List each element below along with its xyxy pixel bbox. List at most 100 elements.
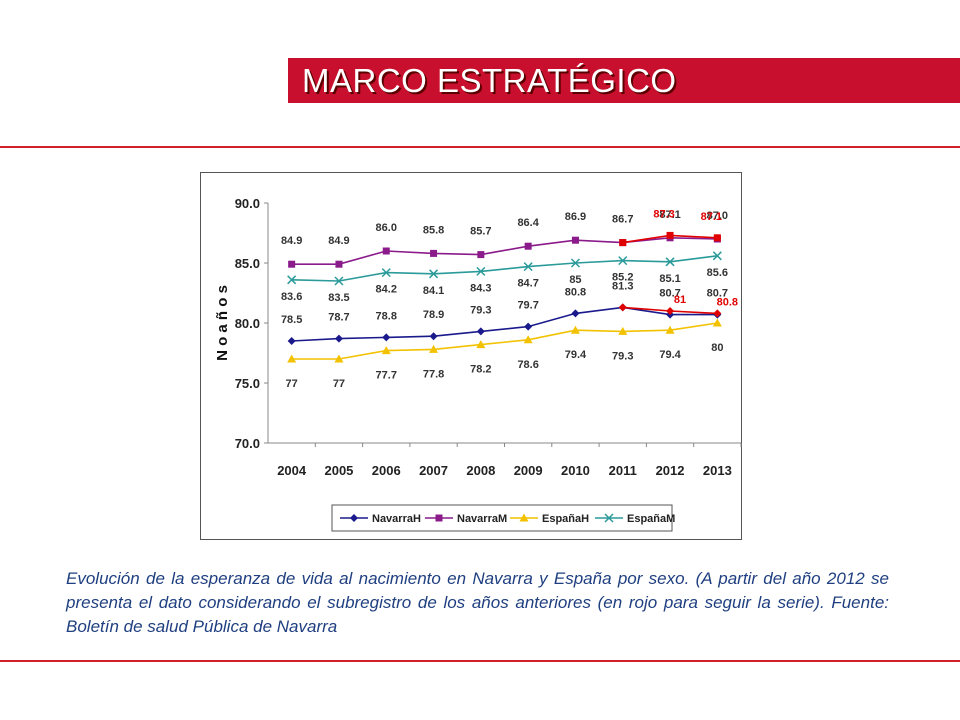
- legend-label: EspañaM: [627, 513, 675, 525]
- data-label-NavarraM: 86.4: [517, 217, 539, 229]
- bottom-divider: [0, 660, 960, 662]
- data-point-EspañaM: [523, 262, 533, 272]
- data-label-EspañaM: 85.2: [612, 272, 633, 284]
- data-label-EspañaH: 79.4: [659, 349, 681, 361]
- data-point-EspañaM: [665, 257, 675, 267]
- data-label-NavarraM: 84.9: [281, 235, 302, 247]
- data-label-EspañaH: 79.4: [565, 349, 587, 361]
- data-point-NavarraH: [476, 327, 485, 336]
- data-point-NavarraH: [571, 309, 580, 318]
- data-point-NavarraM: [571, 236, 579, 244]
- adjusted-point-NavarraH: [713, 309, 722, 318]
- data-label-EspañaH: 77.8: [423, 368, 444, 380]
- data-point-EspañaM: [570, 258, 580, 268]
- x-tick-label: 2008: [466, 463, 495, 478]
- series-line-NavarraH: [291, 306, 718, 342]
- data-label-NavarraH: 78.9: [423, 309, 444, 321]
- data-point-EspañaH: [618, 326, 628, 335]
- data-point-EspañaM: [287, 275, 297, 285]
- y-tick-label: 80.0: [235, 316, 260, 331]
- data-label-EspañaM: 84.7: [517, 278, 538, 290]
- data-point-EspañaM: [334, 276, 344, 286]
- data-label-NavarraM: 87.0: [707, 210, 728, 222]
- legend-swatch-marker: [604, 513, 614, 523]
- figure-caption: Evolución de la esperanza de vida al nac…: [66, 569, 889, 636]
- data-point-EspañaM: [429, 269, 439, 279]
- legend-label: NavarraH: [372, 513, 421, 525]
- data-label-NavarraH: 78.8: [376, 310, 397, 322]
- legend-label: EspañaH: [542, 513, 589, 525]
- data-label-NavarraM: 86.9: [565, 211, 586, 223]
- adjusted-point-NavarraH: [618, 303, 627, 312]
- data-label-NavarraM: 85.7: [470, 226, 491, 238]
- adjusted-point-NavarraM: [666, 231, 674, 239]
- y-axis-label: N o a ñ o s: [214, 285, 231, 361]
- data-label-NavarraM: 84.9: [328, 235, 349, 247]
- page-title: MARCO ESTRATÉGICO: [302, 62, 677, 99]
- y-tick-label: 70.0: [235, 436, 260, 451]
- data-point-EspañaM: [476, 266, 486, 276]
- y-tick-label: 75.0: [235, 376, 260, 391]
- data-point-NavarraM: [477, 251, 485, 259]
- adjusted-point-NavarraH: [666, 307, 675, 315]
- data-point-NavarraM: [335, 260, 343, 268]
- data-label-EspañaM: 85.6: [707, 267, 728, 279]
- data-label-EspañaH: 77: [286, 378, 298, 390]
- data-point-EspañaH: [429, 344, 439, 353]
- top-divider: [0, 146, 960, 148]
- data-point-EspañaH: [665, 325, 675, 334]
- data-label-EspañaM: 85.1: [659, 273, 680, 285]
- data-point-NavarraM: [524, 242, 532, 250]
- data-label-EspañaM: 84.1: [423, 285, 444, 297]
- data-label-NavarraM: 85.8: [423, 224, 444, 236]
- adjusted-point-NavarraM: [619, 239, 627, 247]
- data-point-NavarraH: [524, 322, 533, 331]
- data-label-NavarraH: 79.3: [470, 304, 491, 316]
- data-point-NavarraM: [430, 249, 438, 257]
- data-label-EspañaH: 77.7: [376, 370, 397, 382]
- adjusted-label-NavarraM: 87.3: [653, 208, 674, 220]
- legend-swatch-marker: [435, 514, 443, 522]
- data-point-NavarraM: [382, 247, 390, 255]
- data-point-NavarraH: [334, 334, 343, 343]
- x-tick-label: 2005: [324, 463, 353, 478]
- data-label-EspañaH: 80: [711, 342, 723, 354]
- adjusted-point-NavarraM: [713, 234, 721, 242]
- data-label-NavarraH: 80.8: [565, 286, 586, 298]
- adjusted-label-NavarraH: 80.8: [717, 296, 738, 308]
- data-label-NavarraH: 79.7: [517, 300, 538, 312]
- legend-swatch-marker: [519, 513, 529, 522]
- adjusted-label-NavarraH: 81: [674, 294, 686, 306]
- data-point-EspañaH: [381, 346, 391, 355]
- data-point-NavarraH: [429, 332, 438, 341]
- data-label-EspañaM: 84.2: [376, 284, 397, 296]
- data-label-NavarraH: 81.3: [612, 280, 633, 292]
- x-tick-label: 2007: [419, 463, 448, 478]
- data-label-EspañaM: 83.6: [281, 291, 302, 303]
- data-point-EspañaH: [476, 340, 486, 349]
- data-label-EspañaH: 78.2: [470, 364, 491, 376]
- data-point-NavarraM: [288, 260, 296, 268]
- data-label-NavarraM: 86.7: [612, 214, 633, 226]
- legend-swatch-marker: [350, 514, 358, 522]
- adjusted-label-NavarraM: 87.1: [701, 211, 722, 223]
- data-label-NavarraH: 80.7: [707, 288, 728, 300]
- chart-frame: 70.0 75.0 80.0 85.0 90.0 N o a ñ o s 2004 2005 2…: [200, 172, 742, 540]
- data-label-EspañaM: 83.5: [328, 292, 349, 304]
- data-label-EspañaH: 77: [333, 378, 345, 390]
- series-line-EspañaH: [291, 322, 718, 360]
- x-tick-label: 2006: [372, 463, 401, 478]
- legend-label: NavarraM: [457, 513, 507, 525]
- y-tick-label: 90.0: [235, 196, 260, 211]
- x-tick-label: 2004: [277, 463, 307, 478]
- data-label-NavarraH: 78.5: [281, 314, 302, 326]
- data-label-NavarraH: 80.7: [659, 288, 680, 300]
- data-point-EspañaH: [287, 354, 297, 363]
- data-label-EspañaM: 84.3: [470, 282, 491, 294]
- data-point-NavarraH: [287, 337, 296, 345]
- data-point-EspañaH: [334, 354, 344, 363]
- x-tick-label: 2012: [656, 463, 685, 478]
- x-tick-label: 2010: [561, 463, 590, 478]
- x-tick-label: 2009: [514, 463, 543, 478]
- series-line-EspañaM: [291, 255, 718, 282]
